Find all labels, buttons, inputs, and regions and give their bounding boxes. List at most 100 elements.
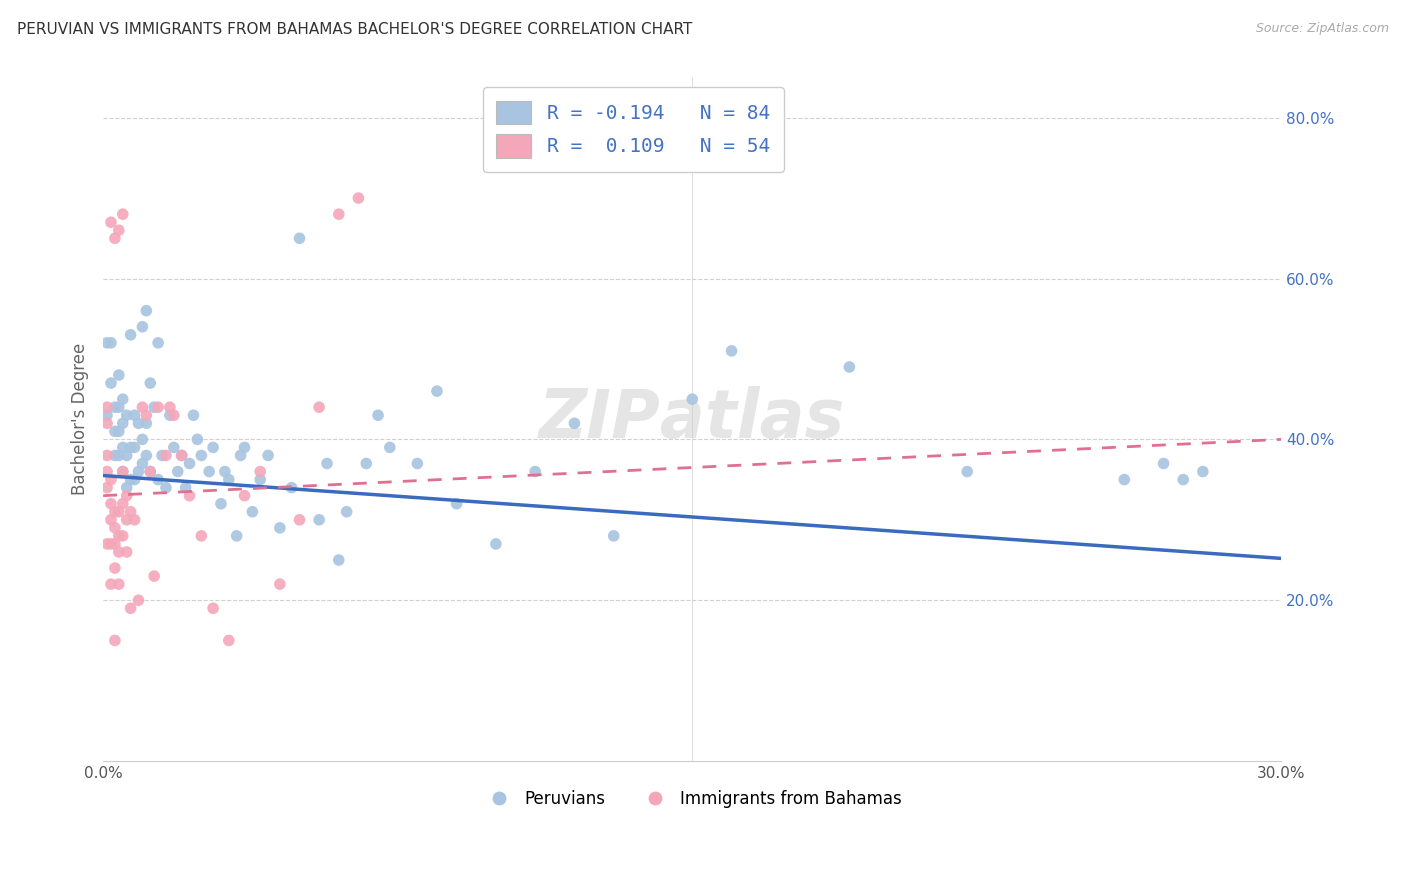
Point xyxy=(564,417,586,431)
Point xyxy=(96,465,118,479)
Point xyxy=(127,465,149,479)
Point xyxy=(166,465,188,479)
Point xyxy=(356,457,378,471)
Point xyxy=(146,335,169,350)
Point xyxy=(139,376,162,390)
Point xyxy=(100,335,122,350)
Point xyxy=(124,513,146,527)
Point xyxy=(1153,457,1175,471)
Point xyxy=(190,529,212,543)
Point xyxy=(316,457,339,471)
Point xyxy=(1114,473,1136,487)
Point xyxy=(124,473,146,487)
Point xyxy=(280,481,302,495)
Point xyxy=(131,400,153,414)
Point xyxy=(186,433,208,447)
Point xyxy=(131,433,153,447)
Point xyxy=(179,457,201,471)
Point xyxy=(956,465,979,479)
Point xyxy=(96,400,118,414)
Point xyxy=(249,473,271,487)
Point xyxy=(229,449,252,463)
Point xyxy=(139,465,162,479)
Point xyxy=(288,513,311,527)
Point xyxy=(720,343,742,358)
Point xyxy=(115,513,138,527)
Point xyxy=(120,505,142,519)
Point xyxy=(233,489,256,503)
Point xyxy=(111,441,134,455)
Point xyxy=(269,521,291,535)
Point xyxy=(1192,465,1215,479)
Point xyxy=(174,481,197,495)
Point xyxy=(108,545,131,559)
Point xyxy=(257,449,280,463)
Text: Source: ZipAtlas.com: Source: ZipAtlas.com xyxy=(1256,22,1389,36)
Point xyxy=(111,497,134,511)
Point xyxy=(104,633,127,648)
Point xyxy=(96,481,118,495)
Point xyxy=(155,449,177,463)
Point xyxy=(1173,473,1195,487)
Point xyxy=(127,593,149,607)
Point xyxy=(108,449,131,463)
Point xyxy=(183,409,205,423)
Point xyxy=(159,400,181,414)
Point xyxy=(108,368,131,382)
Point xyxy=(485,537,508,551)
Point xyxy=(139,465,162,479)
Point xyxy=(104,561,127,575)
Point xyxy=(108,400,131,414)
Point xyxy=(378,441,401,455)
Point xyxy=(218,473,240,487)
Point xyxy=(347,191,370,205)
Point xyxy=(163,441,186,455)
Point xyxy=(202,601,225,615)
Point xyxy=(159,409,181,423)
Point xyxy=(225,529,247,543)
Point xyxy=(146,400,169,414)
Point xyxy=(233,441,256,455)
Point xyxy=(288,231,311,245)
Point xyxy=(100,497,122,511)
Point xyxy=(838,359,860,374)
Point xyxy=(111,529,134,543)
Point xyxy=(120,327,142,342)
Point xyxy=(96,335,118,350)
Point xyxy=(170,449,193,463)
Point xyxy=(170,449,193,463)
Point xyxy=(179,489,201,503)
Point xyxy=(115,481,138,495)
Point xyxy=(104,400,127,414)
Point xyxy=(104,425,127,439)
Point xyxy=(131,457,153,471)
Point xyxy=(104,521,127,535)
Point xyxy=(100,215,122,229)
Point xyxy=(308,400,330,414)
Point xyxy=(143,569,166,583)
Point xyxy=(111,207,134,221)
Point xyxy=(111,465,134,479)
Point xyxy=(135,417,157,431)
Point xyxy=(202,441,225,455)
Point xyxy=(143,400,166,414)
Point xyxy=(150,449,173,463)
Point xyxy=(446,497,468,511)
Point xyxy=(406,457,429,471)
Point xyxy=(120,601,142,615)
Point xyxy=(100,577,122,591)
Point xyxy=(328,553,350,567)
Point xyxy=(269,577,291,591)
Point xyxy=(115,409,138,423)
Text: ZIP​atlas: ZIP​atlas xyxy=(538,386,845,452)
Point xyxy=(96,449,118,463)
Point xyxy=(104,537,127,551)
Point xyxy=(104,449,127,463)
Point xyxy=(96,417,118,431)
Legend: Peruvians, Immigrants from Bahamas: Peruvians, Immigrants from Bahamas xyxy=(475,783,908,814)
Point xyxy=(104,505,127,519)
Point xyxy=(96,537,118,551)
Point xyxy=(100,473,122,487)
Point xyxy=(104,231,127,245)
Point xyxy=(602,529,624,543)
